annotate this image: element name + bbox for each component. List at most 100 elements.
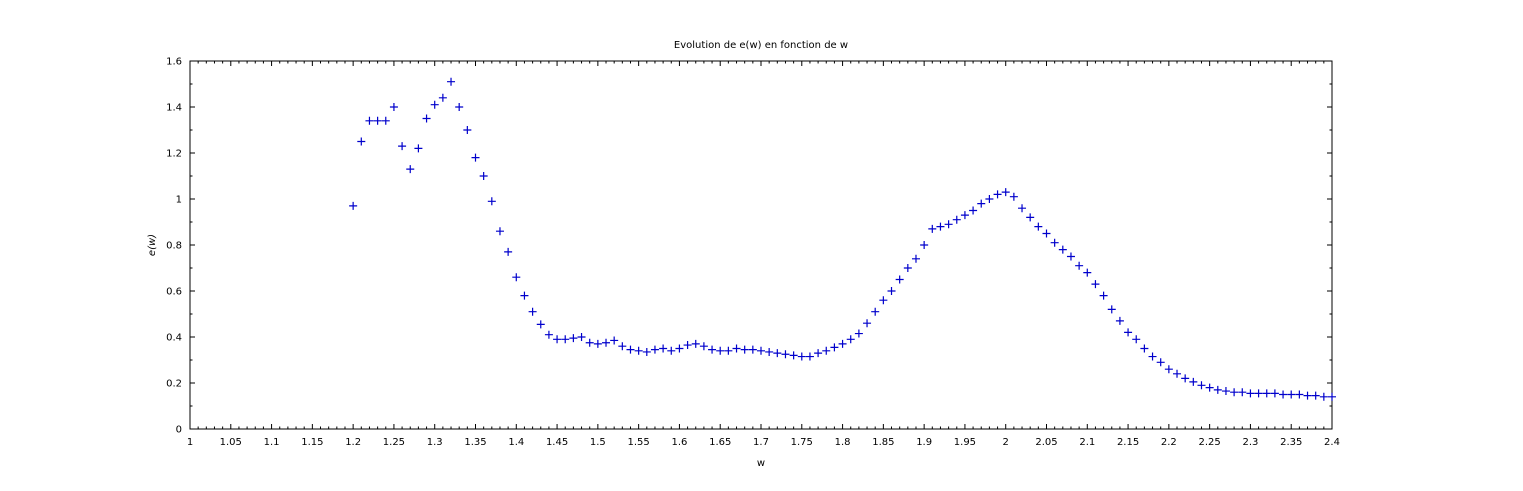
y-tick-label: 0.4 [166, 333, 182, 344]
x-tick-label: 1.55 [628, 437, 650, 448]
x-tick-label: 2.2 [1161, 437, 1177, 448]
data-point [634, 346, 643, 355]
data-point [520, 291, 529, 300]
data-point [585, 338, 594, 347]
data-point [667, 346, 676, 355]
y-tick-label: 0 [176, 425, 182, 436]
data-point [863, 319, 872, 328]
x-tick-label: 1.85 [872, 437, 894, 448]
data-point [650, 345, 659, 354]
data-point [952, 215, 961, 224]
data-point [1132, 335, 1141, 344]
data-point [993, 190, 1002, 199]
x-tick-label: 1.7 [753, 437, 769, 448]
data-point [659, 344, 668, 353]
data-point [960, 211, 969, 220]
data-point [757, 346, 765, 355]
y-tick-label: 0.8 [166, 241, 182, 252]
data-point [553, 335, 562, 344]
data-point [838, 339, 847, 348]
x-tick-label: 1.3 [427, 437, 443, 448]
x-tick-label: 1.35 [464, 437, 486, 448]
data-point [911, 254, 920, 263]
data-point [1205, 383, 1214, 392]
data-point [1287, 390, 1296, 399]
data-point [398, 142, 407, 151]
y-tick-label: 0.2 [166, 379, 182, 390]
data-point [1083, 268, 1092, 277]
data-point [1156, 358, 1165, 367]
x-tick-label: 2.3 [1242, 437, 1258, 448]
data-point [569, 334, 578, 343]
data-point [1009, 192, 1018, 201]
data-point [920, 241, 929, 249]
data-point [854, 329, 863, 338]
x-tick-label: 2 [1003, 437, 1009, 448]
data-point [1164, 365, 1173, 374]
data-point [1124, 328, 1133, 337]
data-point [675, 344, 684, 353]
x-tick-label: 1.05 [220, 437, 242, 448]
data-point [1295, 390, 1304, 399]
data-point [1091, 280, 1100, 289]
data-point [1018, 204, 1027, 213]
data-point [765, 347, 774, 356]
data-point [1328, 392, 1336, 401]
data-point [357, 137, 366, 146]
data-point [1254, 389, 1263, 398]
data-point [406, 165, 415, 174]
data-point [642, 347, 651, 356]
data-point [1001, 188, 1010, 197]
data-point [903, 264, 912, 272]
chart-title: Evolution de e(w) en fonction de w [674, 40, 848, 51]
data-point [928, 224, 937, 233]
x-tick-label: 1.6 [671, 437, 687, 448]
x-axis-label: w [757, 458, 765, 469]
plot-area [189, 60, 1333, 430]
data-point [1042, 229, 1051, 238]
data-point [1066, 252, 1075, 261]
data-point [602, 338, 611, 347]
data-point [781, 350, 790, 359]
data-point [610, 336, 619, 345]
data-point [699, 342, 708, 351]
data-point [1311, 391, 1320, 400]
data-point [740, 345, 749, 354]
data-point [1319, 392, 1328, 401]
data-point [716, 346, 725, 355]
data-point [1034, 222, 1043, 231]
x-tick-label: 1.15 [301, 437, 323, 448]
data-point [561, 335, 570, 344]
x-tick-label: 1.8 [835, 437, 851, 448]
data-point [879, 296, 888, 305]
data-points [349, 77, 1336, 401]
data-point [1148, 352, 1157, 361]
x-axis: 1 1.05 1.1 1.15 1.2 1.25 1.3 1.35 1.4 1.45 1.5 1.55… [187, 61, 1340, 448]
data-point [1303, 391, 1312, 400]
x-tick-label: 1.45 [546, 437, 568, 448]
data-point [977, 199, 986, 208]
x-tick-label: 1.9 [916, 437, 932, 448]
data-point [495, 227, 504, 236]
data-point [789, 351, 798, 360]
x-tick-label: 2.15 [1117, 437, 1139, 448]
data-point [389, 103, 398, 111]
data-point [936, 222, 945, 231]
x-tick-label: 2.1 [1079, 437, 1095, 448]
data-point [1230, 388, 1239, 397]
data-point [1140, 344, 1149, 353]
data-point [969, 206, 978, 215]
data-point [487, 197, 496, 206]
data-point [748, 345, 757, 354]
data-point [544, 330, 553, 339]
data-point [414, 144, 423, 153]
x-tick-label: 2.4 [1324, 437, 1340, 448]
data-point [895, 275, 904, 284]
data-point [985, 195, 994, 203]
data-point [577, 333, 586, 341]
x-tick-label: 2.35 [1280, 437, 1302, 448]
data-point [447, 77, 456, 86]
data-point [471, 153, 480, 162]
